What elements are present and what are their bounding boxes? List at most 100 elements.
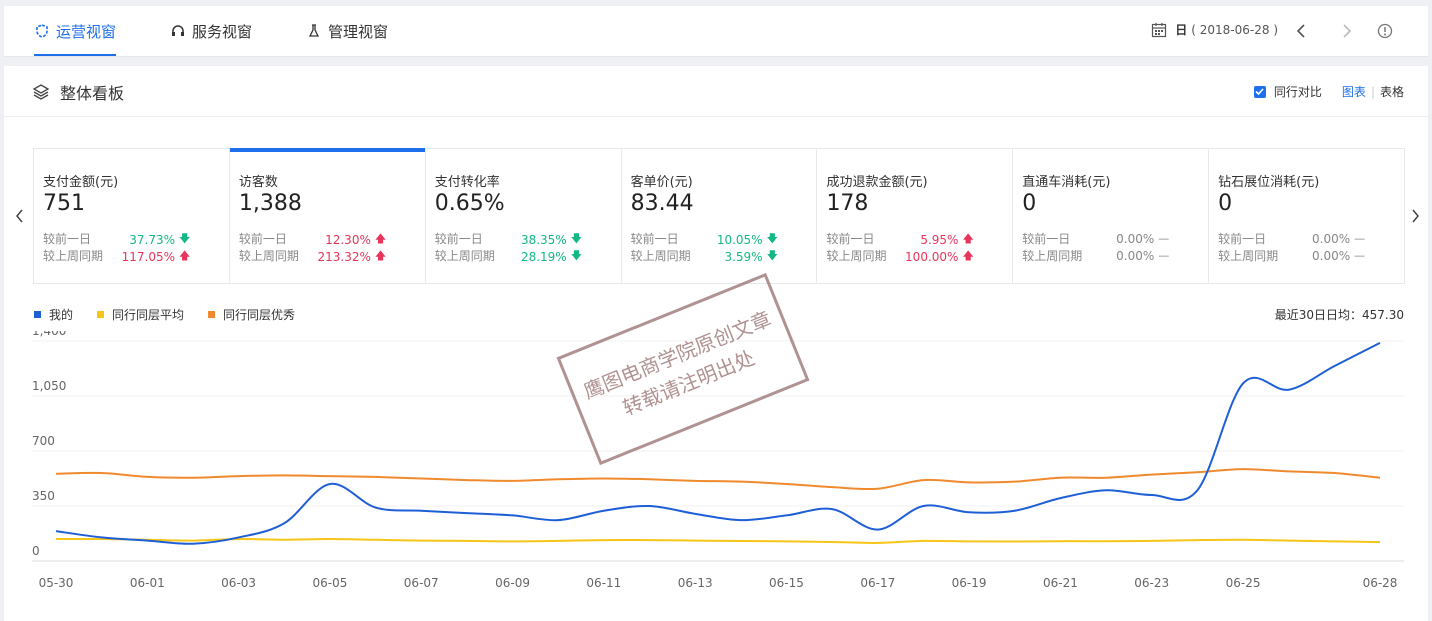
- cards-prev-button[interactable]: [12, 206, 26, 226]
- legend-item-peer-top[interactable]: 同行同层优秀: [208, 306, 295, 323]
- tab-service[interactable]: 服务视窗: [170, 6, 252, 56]
- day-compare-label: 较前一日: [1022, 232, 1071, 246]
- week-compare-pct: 28.19% 🡇: [520, 247, 582, 266]
- metric-day-row: 较前一日 0.00% —: [1022, 230, 1170, 247]
- check-icon: [1255, 88, 1265, 96]
- metric-day-row: 较前一日 38.35% 🡇: [434, 230, 583, 249]
- metric-week-row: 较上周同期 100.00% 🡅: [826, 247, 974, 266]
- metric-card[interactable]: 钻石展位消耗(元) 0 较前一日 0.00% — 较上周同期 0.00% —: [1209, 149, 1404, 283]
- week-compare-pct: 0.00% —: [1312, 247, 1366, 264]
- chart-legend: 我的 同行同层平均 同行同层优秀: [34, 306, 319, 323]
- metric-label: 成功退款金额(元): [826, 175, 928, 190]
- metric-card[interactable]: 支付转化率 0.65% 较前一日 38.35% 🡇 较上周同期 28.19% 🡇: [426, 149, 622, 283]
- legend-swatch: [208, 311, 216, 318]
- compare-checkbox[interactable]: [1253, 85, 1266, 98]
- y-tick-label: 1,400: [32, 331, 66, 338]
- pct-text: 0.00%: [1116, 231, 1155, 246]
- overview-panel: 整体看板 同行对比 图表 | 表格 支付金额(元) 751 较前一日 37.73% 🡇 较…: [4, 66, 1428, 621]
- trend-down-icon: 🡇: [766, 249, 778, 262]
- legend-swatch: [97, 311, 105, 318]
- metric-week-row: 较上周同期 28.19% 🡇: [435, 247, 582, 266]
- info-button[interactable]: [1374, 20, 1396, 42]
- day-compare-pct: 0.00% —: [1116, 230, 1170, 247]
- trend-up-icon: 🡅: [179, 249, 191, 262]
- week-compare-pct: 117.05% 🡅: [121, 247, 191, 266]
- week-compare-pct: 3.59% 🡇: [724, 247, 778, 266]
- trend-flat-icon: —: [1158, 232, 1170, 245]
- metric-value: 0: [1022, 191, 1037, 216]
- day-compare-label: 较前一日: [1218, 232, 1267, 246]
- pct-text: 28.19%: [520, 249, 567, 264]
- legend-item-mine[interactable]: 我的: [34, 306, 73, 323]
- view-table-link[interactable]: 表格: [1379, 85, 1404, 99]
- x-tick-label: 06-19: [952, 576, 987, 590]
- tab-label: 管理视窗: [328, 22, 389, 41]
- day-compare-pct: 12.30% 🡅: [325, 230, 386, 249]
- pct-text: 213.32%: [317, 249, 371, 264]
- metric-card[interactable]: 成功退款金额(元) 178 较前一日 5.95% 🡅 较上周同期 100.00% 🡅: [817, 149, 1014, 283]
- next-date-button[interactable]: [1336, 20, 1358, 42]
- x-tick-label: 06-23: [1134, 576, 1169, 590]
- metric-card[interactable]: 客单价(元) 83.44 较前一日 10.05% 🡇 较上周同期 3.59% 🡇: [622, 149, 818, 283]
- trend-chart: 0 350 700 1,050 1,400 05-30 06-01 06-03 06-05 06-…: [32, 331, 1404, 590]
- tab-management[interactable]: 管理视窗: [306, 6, 388, 56]
- x-tick-label: 06-01: [130, 576, 165, 590]
- metric-week-row: 较上周同期 3.59% 🡇: [630, 247, 778, 266]
- legend-swatch: [34, 311, 41, 318]
- chevron-left-icon: [15, 209, 23, 223]
- metric-value: 751: [43, 191, 85, 216]
- metric-label: 客单价(元): [630, 175, 693, 190]
- date-selector[interactable]: 日 ( 2018-06-28 ): [1151, 21, 1278, 38]
- trend-flat-icon: —: [1354, 249, 1366, 262]
- compare-label[interactable]: 同行对比: [1273, 85, 1322, 99]
- x-tick-label: 06-07: [404, 576, 439, 590]
- cards-next-button[interactable]: [1408, 206, 1422, 226]
- metric-value: 0: [1218, 191, 1233, 216]
- metric-value: 0.65%: [434, 191, 505, 216]
- metric-card[interactable]: 访客数 1,388 较前一日 12.30% 🡅 较上周同期 213.32% 🡅: [229, 148, 426, 283]
- metric-value: 1,388: [238, 191, 302, 216]
- tab-operations[interactable]: 运营视窗: [34, 6, 117, 56]
- week-compare-label: 较上周同期: [43, 249, 104, 263]
- pct-text: 38.35%: [520, 232, 567, 247]
- x-tick-label: 06-11: [586, 576, 621, 590]
- info-icon: [1377, 23, 1393, 39]
- chevron-left-icon: [1296, 24, 1305, 38]
- thirty-day-average: 最近30日日均：457.30: [1274, 308, 1404, 322]
- trend-down-icon: 🡇: [179, 232, 191, 245]
- day-compare-pct: 5.95% 🡅: [920, 230, 973, 249]
- panel-controls: 同行对比 图表 | 表格: [1253, 83, 1404, 100]
- legend-label: 同行同层优秀: [223, 308, 296, 322]
- x-tick-label: 06-03: [221, 576, 256, 590]
- headset-icon: [170, 23, 186, 39]
- view-chart-link[interactable]: 图表: [1341, 85, 1366, 99]
- day-compare-label: 较前一日: [826, 232, 875, 246]
- metric-card[interactable]: 直通车消耗(元) 0 较前一日 0.00% — 较上周同期 0.00% —: [1013, 149, 1210, 283]
- metric-value: 83.44: [630, 191, 694, 216]
- day-compare-pct: 38.35% 🡇: [520, 230, 583, 249]
- trend-up-icon: 🡅: [374, 249, 387, 262]
- pct-text: 117.05%: [121, 249, 175, 264]
- metric-cards: 支付金额(元) 751 较前一日 37.73% 🡇 较上周同期 117.05% 🡅 访客数 1,3…: [33, 148, 1405, 284]
- y-tick-label: 1,050: [32, 379, 66, 393]
- calendar-icon: [1152, 22, 1167, 37]
- date-value: ( 2018-06-28 ): [1191, 22, 1278, 37]
- y-tick-label: 350: [32, 489, 55, 503]
- legend-item-peer-avg[interactable]: 同行同层平均: [97, 306, 184, 323]
- metric-card[interactable]: 支付金额(元) 751 较前一日 37.73% 🡇 较上周同期 117.05% 🡅: [34, 149, 230, 283]
- shield-icon: [34, 23, 50, 39]
- trend-flat-icon: —: [1158, 249, 1170, 262]
- x-tick-label: 06-25: [1226, 576, 1261, 590]
- prev-date-button[interactable]: [1290, 20, 1312, 42]
- series-line-peer-avg: [55, 537, 1381, 544]
- x-tick-label: 06-28: [1363, 576, 1398, 590]
- week-compare-pct: 100.00% 🡅: [905, 247, 974, 266]
- day-compare-label: 较前一日: [43, 232, 92, 246]
- metric-value: 178: [826, 191, 869, 216]
- day-compare-label: 较前一日: [630, 232, 679, 246]
- day-compare-label: 较前一日: [434, 232, 483, 246]
- trend-down-icon: 🡇: [570, 232, 583, 245]
- week-compare-label: 较上周同期: [630, 249, 691, 263]
- week-compare-label: 较上周同期: [1218, 249, 1279, 263]
- pct-text: 12.30%: [325, 232, 371, 247]
